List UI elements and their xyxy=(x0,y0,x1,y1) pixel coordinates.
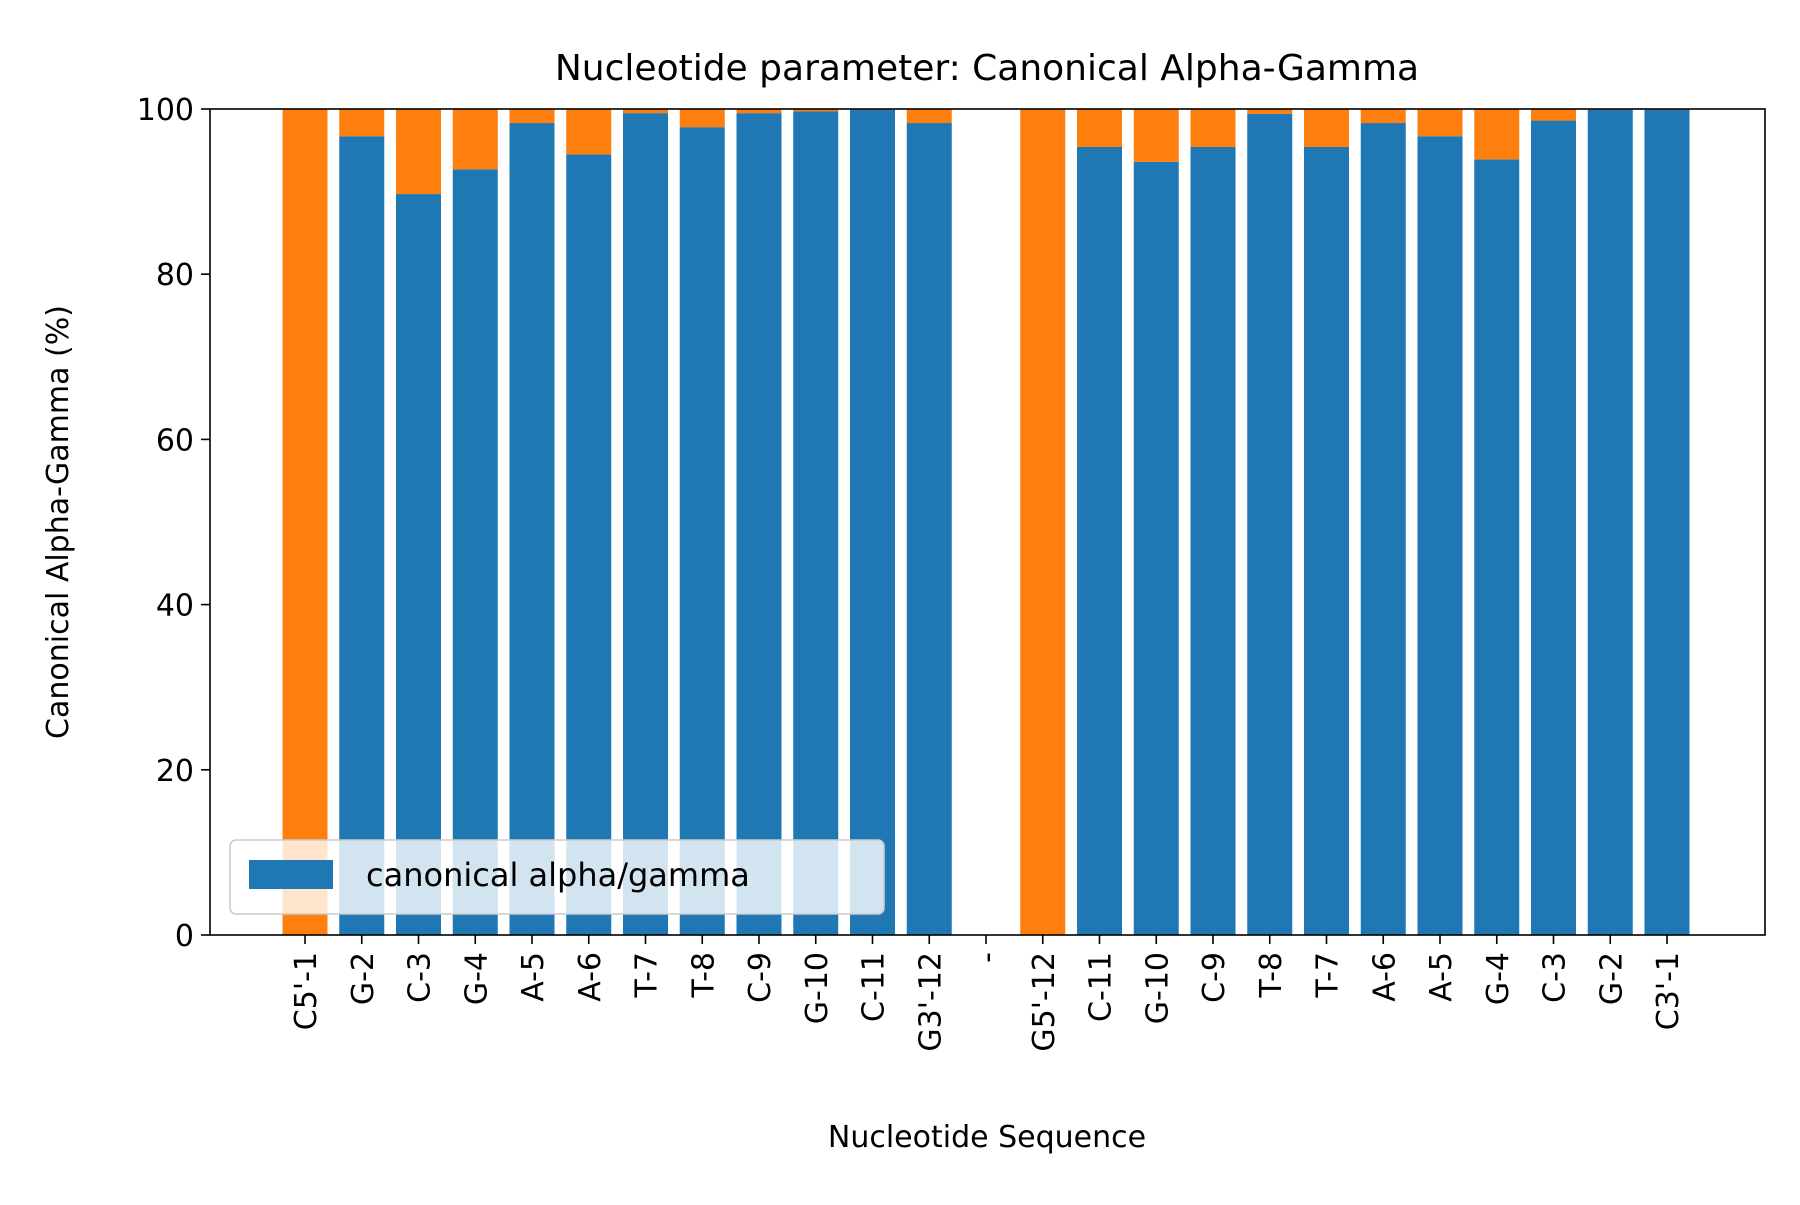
bar-remainder xyxy=(736,109,782,114)
x-tick-label: G5'-12 xyxy=(1027,952,1062,1052)
bar-canonical xyxy=(623,113,668,935)
x-tick-label: G3'-12 xyxy=(913,952,948,1052)
x-tick-label: G-4 xyxy=(1481,952,1516,1005)
bar-remainder xyxy=(396,109,441,195)
bar-canonical xyxy=(1417,136,1463,935)
x-tick-label: C-9 xyxy=(1197,952,1232,1003)
bar-canonical xyxy=(1304,146,1349,936)
bar-remainder xyxy=(906,109,952,124)
x-tick-label: C-3 xyxy=(1538,952,1573,1003)
bar-remainder xyxy=(1360,109,1406,124)
bar-canonical xyxy=(339,136,385,935)
x-tick-label: - xyxy=(970,952,1005,963)
bar-remainder xyxy=(1474,109,1520,160)
x-axis-label: Nucleotide Sequence xyxy=(828,1120,1146,1155)
bar-canonical xyxy=(396,194,441,935)
y-tick-label: 0 xyxy=(175,919,194,954)
x-tick-label: C-11 xyxy=(1084,952,1119,1022)
x-axis: C5'-1 G-2 C-3 G-4 A-5 A-6 T-7 T-8 C-9 G-10 C-11 G3'… xyxy=(289,935,1686,1052)
bar-canonical xyxy=(736,113,782,935)
bar-canonical xyxy=(679,127,725,935)
y-tick-label: 40 xyxy=(156,589,194,624)
bar-canonical xyxy=(566,154,612,935)
x-tick-label: C-3 xyxy=(403,952,438,1003)
bar-canonical xyxy=(452,169,498,936)
y-axis: 0 20 40 60 80 100 xyxy=(137,93,210,954)
bar-remainder xyxy=(623,109,668,114)
x-tick-label: A-6 xyxy=(573,952,608,1002)
legend: canonical alpha/gamma xyxy=(229,839,885,915)
y-tick-label: 60 xyxy=(156,423,194,458)
x-tick-label: C-9 xyxy=(743,952,778,1003)
bar-canonical xyxy=(1531,120,1576,935)
bar-remainder xyxy=(1133,109,1179,162)
bar-canonical xyxy=(850,109,895,936)
y-tick-label: 80 xyxy=(156,258,194,293)
bars-layer xyxy=(282,109,1690,936)
bar-remainder xyxy=(679,109,725,128)
bar-canonical xyxy=(1587,109,1633,936)
bar-canonical xyxy=(906,123,952,936)
bar-canonical xyxy=(793,111,839,935)
bar-remainder xyxy=(509,109,555,124)
bar-canonical xyxy=(1133,161,1179,935)
chart-title: Nucleotide parameter: Canonical Alpha-Ga… xyxy=(555,48,1419,89)
y-axis-label: Canonical Alpha-Gamma (%) xyxy=(41,305,76,739)
bar-canonical xyxy=(1077,146,1122,936)
y-tick-label: 100 xyxy=(137,93,194,128)
x-tick-label: T-8 xyxy=(1254,952,1289,998)
bar-canonical xyxy=(1360,123,1406,936)
bar-remainder xyxy=(282,109,328,935)
x-tick-label: T-7 xyxy=(630,952,665,998)
bar-canonical xyxy=(1474,159,1520,936)
bar-remainder xyxy=(793,109,839,112)
bar-remainder xyxy=(566,109,612,155)
bar-canonical xyxy=(1190,146,1236,936)
x-tick-label: A-5 xyxy=(1424,952,1459,1002)
bar-remainder xyxy=(1531,109,1576,121)
x-tick-label: G-4 xyxy=(459,952,494,1005)
legend-label: canonical alpha/gamma xyxy=(366,856,750,894)
x-tick-label: G-2 xyxy=(1594,952,1629,1005)
plot-frame xyxy=(209,108,1766,936)
bar-remainder xyxy=(452,109,498,170)
bar-remainder xyxy=(1247,109,1293,114)
x-tick-label: C-11 xyxy=(857,952,892,1022)
bar-remainder xyxy=(1077,109,1122,147)
x-tick-label: G-10 xyxy=(1140,952,1175,1024)
bar-canonical xyxy=(509,123,555,936)
bar-canonical xyxy=(1644,109,1690,936)
x-tick-label: C5'-1 xyxy=(289,952,324,1030)
legend-frame xyxy=(229,839,885,915)
bar-remainder xyxy=(1020,109,1066,935)
x-tick-label: A-5 xyxy=(516,952,551,1002)
x-tick-label: G-10 xyxy=(800,952,835,1024)
bar-remainder xyxy=(1304,109,1349,147)
x-tick-label: A-6 xyxy=(1367,952,1402,1002)
x-tick-label: T-8 xyxy=(686,952,721,998)
x-tick-label: G-2 xyxy=(346,952,381,1005)
y-tick-label: 20 xyxy=(156,754,194,789)
x-tick-label: T-7 xyxy=(1311,952,1346,998)
x-tick-label: C3'-1 xyxy=(1651,952,1686,1030)
bar-canonical xyxy=(1247,113,1293,936)
legend-swatch xyxy=(249,860,333,889)
bar-remainder xyxy=(1190,109,1236,147)
bar-remainder xyxy=(1417,109,1463,137)
bar-remainder xyxy=(339,109,385,137)
